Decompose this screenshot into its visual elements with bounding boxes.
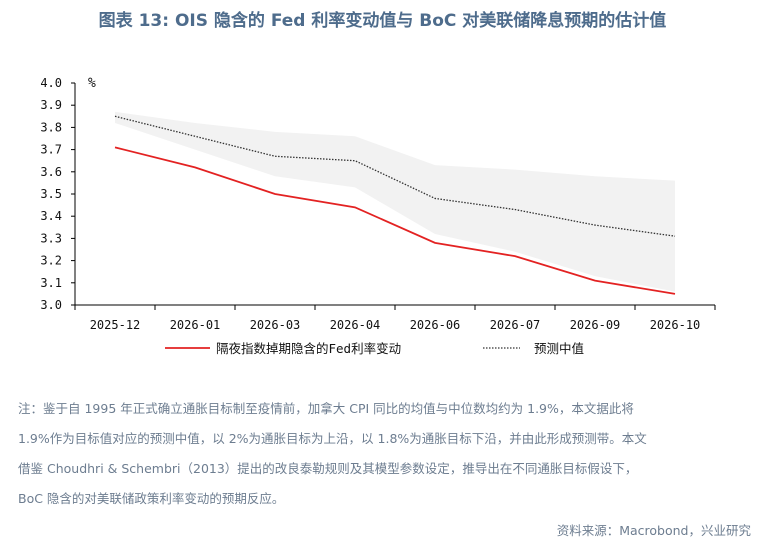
y-tick-label: 3.8 [40,120,62,134]
y-tick-label: 3.9 [40,98,62,112]
y-tick-label: 3.2 [40,254,62,268]
y-tick-label: 3.4 [40,209,62,223]
y-tick-label: 3.6 [40,165,62,179]
chart-title: 图表 13: OIS 隐含的 Fed 利率变动值与 BoC 对美联储降息预期的估… [98,11,667,31]
y-tick-label: 3.1 [40,276,62,290]
y-tick-label: 3.3 [40,231,62,245]
source-note: 资料来源：Macrobond，兴业研究 [556,523,751,538]
x-tick-label: 2026-10 [650,318,701,332]
x-tick-label: 2025-12 [90,318,141,332]
y-tick-label: 3.5 [40,187,62,201]
x-tick-label: 2026-06 [410,318,461,332]
legend-label-fed: 隔夜指数掉期隐含的Fed利率变动 [216,341,401,356]
x-tick-label: 2026-01 [170,318,221,332]
y-tick-label: 4.0 [40,76,62,90]
series-line-1 [114,115,676,237]
series-line-0 [114,146,676,295]
note-line-4: BoC 隐含的对美联储政策利率变动的预期反应。 [18,491,285,506]
note-line-2: 1.9%作为目标值对应的预测中值，以 2%为通胀目标为上沿，以 1.8%为通胀目… [18,431,647,446]
x-tick-label: 2026-09 [570,318,621,332]
x-tick-label: 2026-03 [250,318,301,332]
y-tick-label: 3.7 [40,143,62,157]
line-chart: 3.0 3.1 3.2 3.3 3.4 3.5 3.6 3.7 3.8 3.9 4.0 % 2025-1… [40,76,716,356]
legend-label-median: 预测中值 [534,341,584,356]
note-line-3: 借鉴 Choudhri & Schembri（2013）提出的改良泰勒规则及其模… [18,461,638,476]
y-tick-label: 3.0 [40,298,62,312]
y-axis-unit: % [88,76,96,91]
forecast-band [115,111,675,292]
x-tick-label: 2026-04 [330,318,381,332]
x-tick-label: 2026-07 [490,318,541,332]
note-line-1: 注：鉴于自 1995 年正式确立通胀目标制至疫情前，加拿大 CPI 同比的均值与… [18,401,634,416]
